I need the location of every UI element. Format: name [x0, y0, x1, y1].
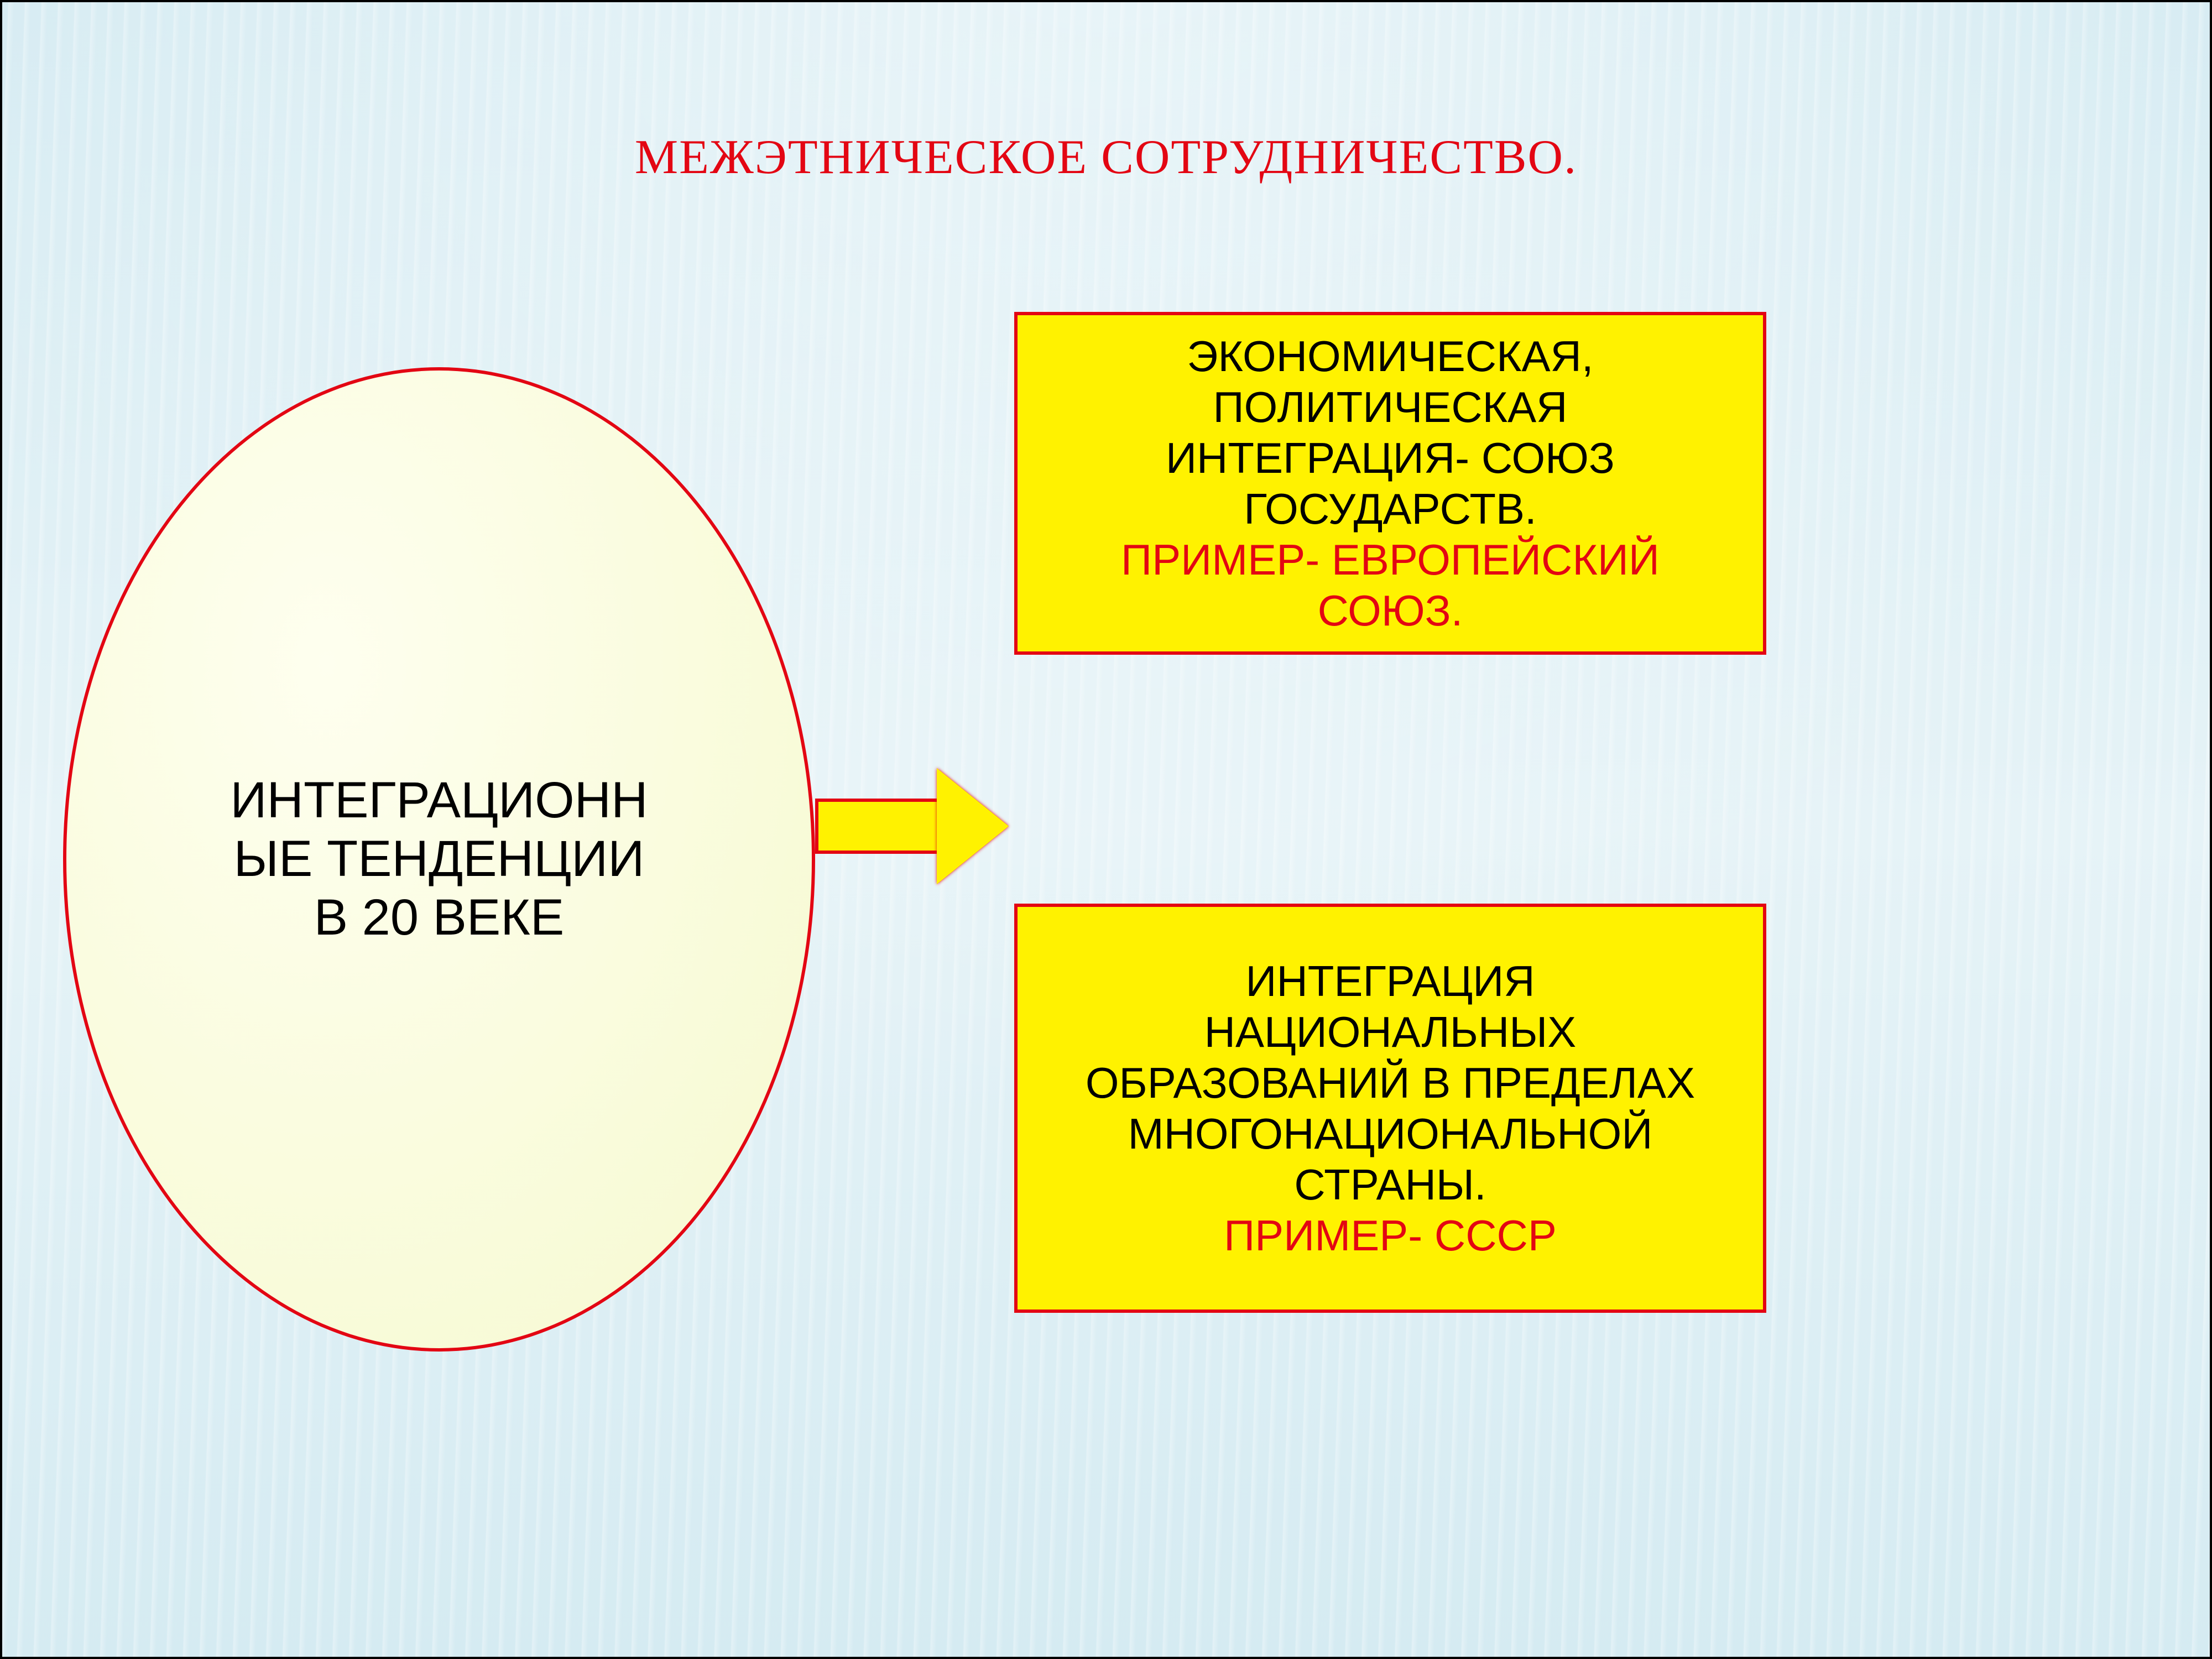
- slide-title: МЕЖЭТНИЧЕСКОЕ СОТРУДНИЧЕСТВО.: [2, 129, 2210, 185]
- arrow-stem: [815, 799, 937, 854]
- ellipse-text: ИНТЕГРАЦИОНН ЫЕ ТЕНДЕНЦИИ В 20 ВЕКЕ: [122, 771, 756, 947]
- box-top-example-2: СОЮЗ.: [1318, 585, 1463, 636]
- box-bottom-line-1: ИНТЕГРАЦИЯ: [1245, 956, 1535, 1006]
- box-bottom-line-2: НАЦИОНАЛЬНЫХ: [1204, 1006, 1577, 1057]
- box-top-line-3: ИНТЕГРАЦИЯ- СОЮЗ: [1166, 432, 1615, 483]
- box-national-integration: ИНТЕГРАЦИЯ НАЦИОНАЛЬНЫХ ОБРАЗОВАНИЙ В ПР…: [1014, 904, 1766, 1313]
- box-top-line-4: ГОСУДАРСТВ.: [1244, 483, 1536, 534]
- box-top-line-2: ПОЛИТИЧЕСКАЯ: [1213, 382, 1568, 432]
- ellipse-line-2: ЫЕ ТЕНДЕНЦИИ: [122, 830, 756, 889]
- arrow-head-icon: [937, 768, 1009, 884]
- ellipse-line-3: В 20 ВЕКЕ: [122, 889, 756, 947]
- arrow-right: [815, 768, 1009, 884]
- box-top-line-1: ЭКОНОМИЧЕСКАЯ,: [1187, 331, 1593, 382]
- ellipse-integration-trends: ИНТЕГРАЦИОНН ЫЕ ТЕНДЕНЦИИ В 20 ВЕКЕ: [63, 367, 815, 1352]
- box-bottom-line-4: МНОГОНАЦИОНАЛЬНОЙ: [1128, 1108, 1653, 1159]
- box-economic-political: ЭКОНОМИЧЕСКАЯ, ПОЛИТИЧЕСКАЯ ИНТЕГРАЦИЯ- …: [1014, 312, 1766, 655]
- box-bottom-line-3: ОБРАЗОВАНИЙ В ПРЕДЕЛАХ: [1086, 1057, 1695, 1108]
- slide: МЕЖЭТНИЧЕСКОЕ СОТРУДНИЧЕСТВО. ИНТЕГРАЦИО…: [0, 0, 2212, 1659]
- ellipse-line-1: ИНТЕГРАЦИОНН: [122, 771, 756, 830]
- box-top-example-1: ПРИМЕР- ЕВРОПЕЙСКИЙ: [1121, 534, 1660, 585]
- box-bottom-line-5: СТРАНЫ.: [1294, 1159, 1486, 1210]
- box-bottom-example-1: ПРИМЕР- СССР: [1224, 1210, 1557, 1261]
